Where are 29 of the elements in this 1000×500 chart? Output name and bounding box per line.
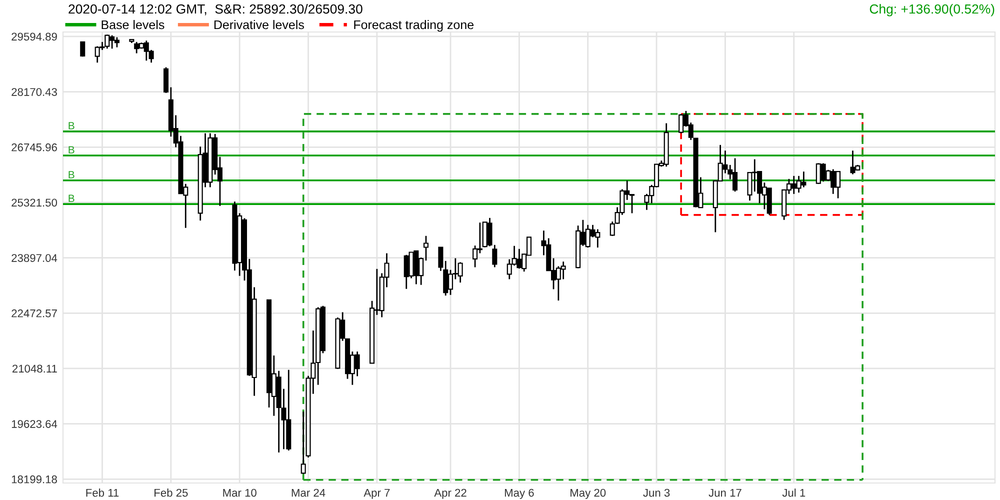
chart-title: 2020-07-14 12:02 GMT, S&R: 25892.30/26509.30 bbox=[68, 4, 362, 16]
y-tick-label: 23897.04 bbox=[12, 254, 58, 262]
x-tick-label: May 20 bbox=[570, 488, 606, 499]
x-tick-label: Feb 25 bbox=[154, 488, 188, 497]
y-tick-label: 28170.43 bbox=[12, 88, 57, 96]
legend-label: Base levels bbox=[102, 20, 164, 30]
x-tick-label: Mar 10 bbox=[223, 488, 256, 497]
x-tick-label: Apr 22 bbox=[434, 488, 466, 499]
text: Chg: +136.90(0.52%) bbox=[870, 4, 994, 16]
legend-label: Derivative levels bbox=[214, 20, 304, 30]
annotation: B bbox=[68, 146, 74, 154]
legend-label: Forecast trading zone bbox=[354, 20, 474, 32]
annotation: B bbox=[68, 171, 74, 178]
annotation: B bbox=[68, 122, 74, 130]
y-tick-label: 29594.89 bbox=[12, 32, 57, 41]
x-tick-label: Mar 24 bbox=[292, 488, 326, 497]
y-tick-label: 19623.64 bbox=[12, 420, 58, 428]
x-tick-label: Jul 1 bbox=[782, 488, 806, 497]
y-tick-label: 25321.50 bbox=[12, 198, 58, 207]
y-tick-label: 18199.18 bbox=[12, 475, 57, 484]
x-tick-label: Jun 17 bbox=[708, 488, 742, 497]
annotation: B bbox=[68, 194, 74, 202]
x-tick-label: Jun 3 bbox=[643, 488, 670, 497]
y-tick-label: 21048.11 bbox=[12, 364, 57, 373]
y-tick-label: 22472.57 bbox=[12, 309, 57, 318]
x-tick-label: May 6 bbox=[504, 488, 534, 499]
x-tick-label: Feb 11 bbox=[86, 488, 119, 497]
y-tick-label: 26745.96 bbox=[12, 143, 57, 152]
x-tick-label: Apr 7 bbox=[364, 488, 390, 499]
